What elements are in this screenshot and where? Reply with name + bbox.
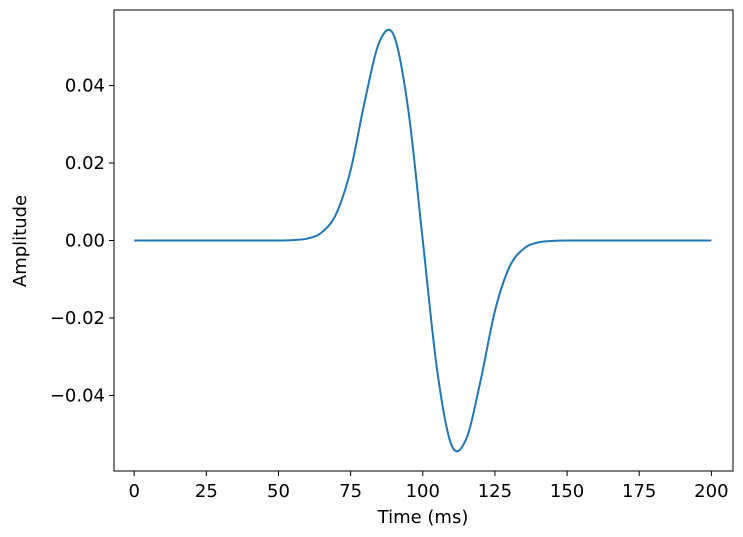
axes-frame [113,9,734,472]
plot-area [134,28,712,453]
y-tick-label: −0.04 [50,385,105,406]
x-tick-label: 200 [694,481,728,502]
x-tick-label: 75 [339,481,362,502]
x-tick-label: 150 [550,481,584,502]
x-tick-label: 175 [622,481,656,502]
series-line [134,28,712,453]
y-axis-ticks: −0.04 −0.02 0.00 0.02 0.04 [50,76,114,406]
y-tick-label: 0.00 [65,231,105,252]
x-tick-label: 50 [267,481,290,502]
x-tick-label: 25 [195,481,218,502]
y-tick-label: 0.04 [65,76,105,97]
y-tick-label: 0.02 [65,153,105,174]
y-tick-label: −0.02 [50,308,105,329]
x-axis-ticks: 0 25 50 75 100 125 150 175 200 [128,471,729,502]
x-tick-label: 100 [406,481,440,502]
x-tick-label: 125 [478,481,512,502]
y-axis-label: Amplitude [10,195,31,287]
x-tick-label: 0 [128,481,139,502]
x-axis-label: Time (ms) [377,507,469,528]
